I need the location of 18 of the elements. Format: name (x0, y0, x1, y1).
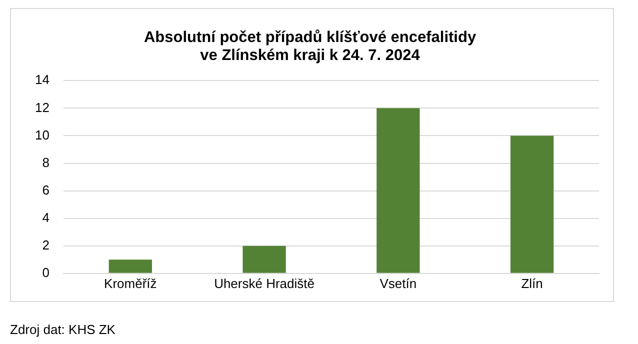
y-tick-label: 8 (42, 154, 50, 170)
x-tick-label: Vsetín (380, 276, 417, 291)
y-tick-label: 14 (34, 72, 50, 88)
text: Zdroj dat: KHS ZK (10, 322, 116, 337)
y-tick-label: 10 (34, 127, 50, 142)
x-tick-label: Zlín (521, 276, 543, 291)
x-tick-label: Kroměříž (104, 276, 157, 291)
chart-title: Absolutní počet případů klíšťové encefalitidy ve Zlínském kraji k 24. 7. 2024 (144, 29, 476, 64)
y-tick-label: 4 (42, 210, 50, 225)
bar (510, 136, 554, 273)
y-tick-label: 12 (34, 100, 50, 115)
bar (108, 260, 152, 273)
bar (242, 246, 286, 273)
y-tick-label: 6 (42, 182, 50, 198)
y-tick-label: 2 (42, 237, 50, 252)
x-tick-label: Uherské Hradiště (214, 276, 315, 291)
bar (376, 108, 420, 273)
y-tick-label: 0 (42, 264, 50, 280)
